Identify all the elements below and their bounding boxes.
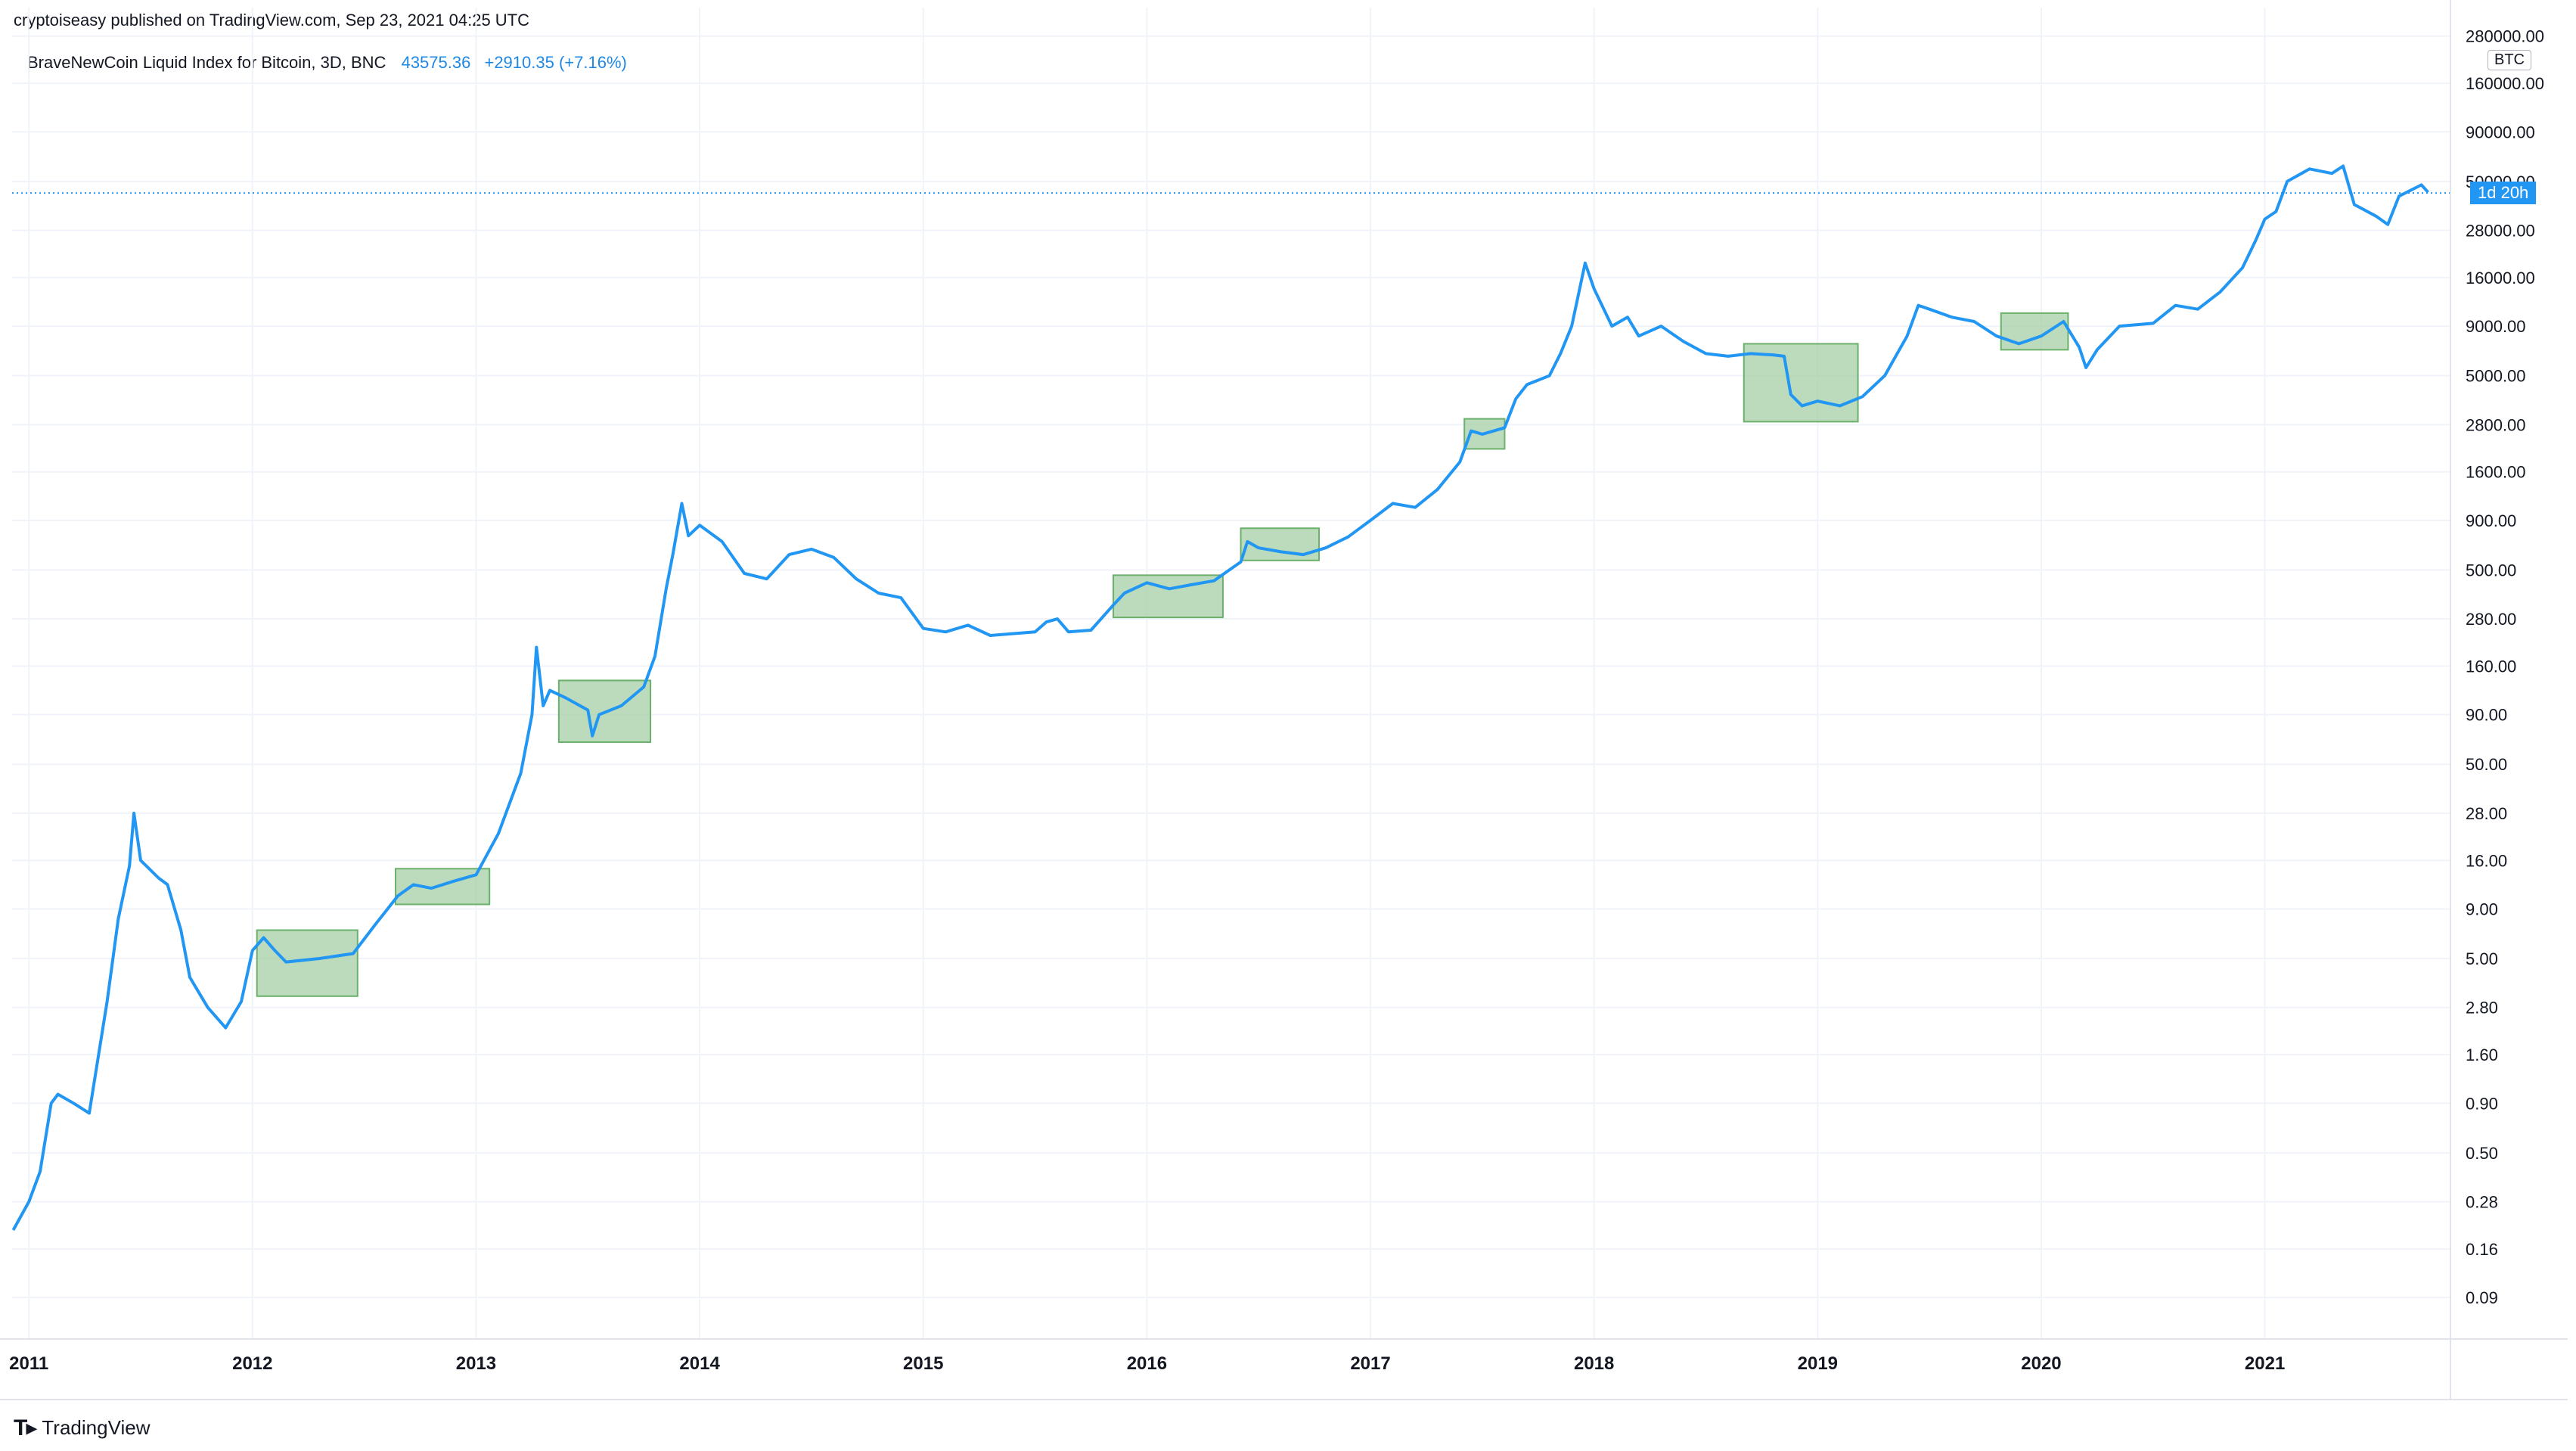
x-tick-label: 2020 (2021, 1353, 2061, 1374)
time-axis[interactable]: 2011 2012 2013 2014 2015 2016 2017 2018 2019 2020… (0, 1338, 2568, 1400)
x-tick-label: 2018 (1574, 1353, 1614, 1374)
y-tick-label: 28000.00 (2466, 221, 2535, 240)
y-tick-label: 9.00 (2466, 899, 2498, 918)
price-change: +2910.35 (+7.16%) (484, 53, 627, 72)
y-tick-label: 0.50 (2466, 1144, 2498, 1163)
symbol-title: BraveNewCoin Liquid Index for Bitcoin, 3… (27, 53, 386, 72)
y-tick-label: 5000.00 (2466, 367, 2526, 386)
x-tick-label: 2011 (9, 1353, 48, 1374)
y-tick-label: 900.00 (2466, 511, 2516, 530)
x-tick-label: 2015 (903, 1353, 943, 1374)
y-tick-label: 2.80 (2466, 999, 2498, 1018)
symbol-legend[interactable]: BraveNewCoin Liquid Index for Bitcoin, 3… (27, 53, 627, 73)
y-tick-label: 0.28 (2466, 1192, 2498, 1211)
y-tick-label: 0.09 (2466, 1288, 2498, 1307)
price-line (11, 164, 2429, 1231)
price-axis[interactable]: 0.09 0.16 0.28 0.50 0.90 1.60 2.80 5.00 9.00 16.0… (2450, 0, 2544, 1400)
y-tick-label: 90000.00 (2466, 123, 2535, 141)
price-series (11, 164, 2429, 1231)
y-tick-label: 280000.00 (2466, 27, 2544, 46)
x-tick-label: 2012 (232, 1353, 272, 1374)
y-tick-label: 16000.00 (2466, 269, 2535, 287)
y-tick-label: 2800.00 (2466, 415, 2526, 434)
y-tick-label: 1600.00 (2466, 463, 2526, 482)
highlight-box (2000, 312, 2069, 351)
x-tick-label: 2016 (1127, 1353, 1167, 1374)
tradingview-logo-icon: T▸ (14, 1415, 37, 1440)
y-tick-label: 500.00 (2466, 561, 2516, 579)
y-tick-label: 1.60 (2466, 1046, 2498, 1064)
last-price: 43575.36 (401, 53, 471, 72)
x-tick-label: 2014 (679, 1353, 720, 1374)
x-tick-label: 2019 (1798, 1353, 1838, 1374)
y-tick-label: 160000.00 (2466, 74, 2544, 93)
y-tick-label: 28.00 (2466, 804, 2507, 823)
currency-tag[interactable]: BTC (2488, 50, 2531, 70)
y-tick-label: 16.00 (2466, 851, 2507, 870)
y-tick-label: 0.90 (2466, 1094, 2498, 1113)
highlight-boxes (256, 312, 2069, 997)
x-tick-label: 2021 (2245, 1353, 2285, 1374)
y-tick-label: 9000.00 (2466, 317, 2526, 336)
y-tick-label: 160.00 (2466, 657, 2516, 676)
grid-lines (12, 8, 2450, 1339)
y-tick-label: 90.00 (2466, 706, 2507, 725)
y-tick-label: 50.00 (2466, 755, 2507, 774)
y-tick-label: 0.16 (2466, 1240, 2498, 1259)
x-tick-label: 2017 (1350, 1353, 1390, 1374)
highlight-box (1743, 343, 1859, 423)
countdown-badge: 1d 20h (2470, 182, 2537, 205)
brand-name: TradingView (42, 1416, 151, 1439)
highlight-box (256, 929, 358, 997)
y-tick-label: 5.00 (2466, 949, 2498, 968)
y-tick-label: 280.00 (2466, 610, 2516, 629)
x-tick-label: 2013 (456, 1353, 496, 1374)
publish-info: cryptoiseasy published on TradingView.co… (14, 11, 529, 30)
tradingview-brand[interactable]: T▸ TradingView (14, 1415, 150, 1441)
